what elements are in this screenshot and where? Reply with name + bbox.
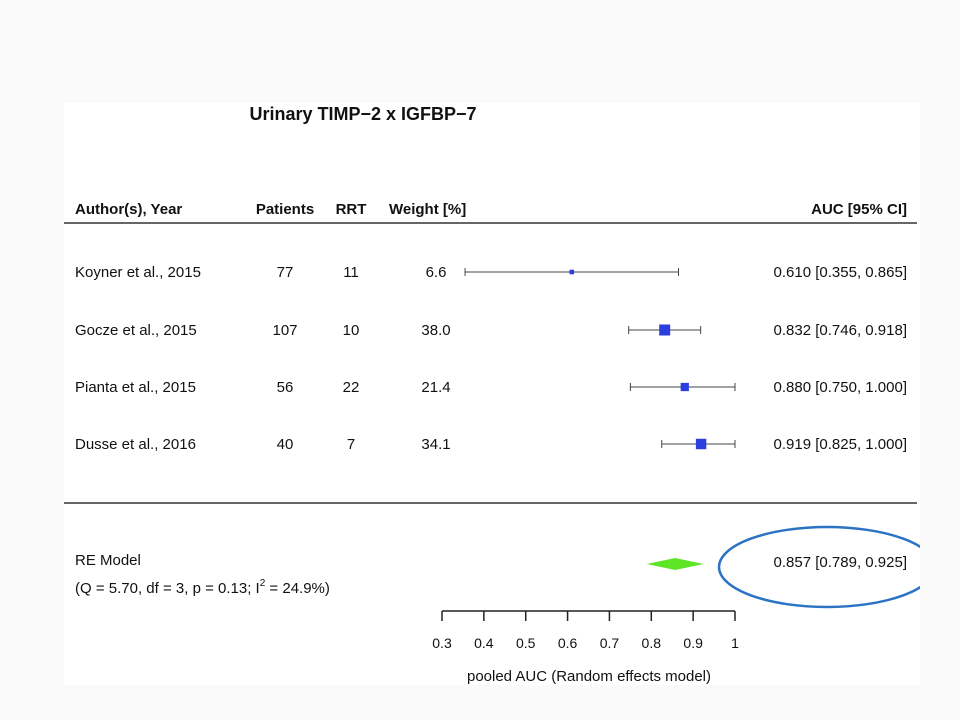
study-row: Pianta et al., 2015 56 22 21.4 0.880 [0.750,… <box>75 379 907 396</box>
chart-panel: Urinary TIMP−2 x IGFBP−7 Author(s), Year… <box>64 103 920 685</box>
x-tick-label: 0.7 <box>600 635 620 651</box>
header-patients: Patients <box>256 201 314 218</box>
study-row: Dusse et al., 2016 40 7 34.1 0.919 [0.825, 1… <box>75 436 907 453</box>
summary-stats-superscript: 2 <box>260 578 266 589</box>
study-patients: 77 <box>277 264 294 281</box>
summary-label: RE Model <box>75 552 141 569</box>
x-tick-label: 0.8 <box>642 635 662 651</box>
study-ci-text: 0.832 [0.746, 0.918] <box>774 322 907 339</box>
forest-plot: Urinary TIMP−2 x IGFBP−7 Author(s), Year… <box>64 104 920 685</box>
study-rrt: 10 <box>343 322 360 339</box>
summary-stats: (Q = 5.70, df = 3, p = 0.13; I <box>75 580 260 597</box>
study-label: Pianta et al., 2015 <box>75 379 196 396</box>
header-rrt: RRT <box>336 201 367 218</box>
study-label: Gocze et al., 2015 <box>75 322 197 339</box>
x-tick-label: 0.4 <box>474 635 494 651</box>
summary-heterogeneity: (Q = 5.70, df = 3, p = 0.13; I2 = 24.9%) <box>75 578 330 597</box>
chart-title: Urinary TIMP−2 x IGFBP−7 <box>249 104 476 124</box>
study-weight: 38.0 <box>421 322 450 339</box>
summary-ci-text: 0.857 [0.789, 0.925] <box>774 554 907 571</box>
header-author-year: Author(s), Year <box>75 201 182 218</box>
study-point-marker <box>569 269 575 275</box>
study-ci-text: 0.919 [0.825, 1.000] <box>774 436 907 453</box>
study-patients: 40 <box>277 436 294 453</box>
x-tick-label: 0.3 <box>432 635 452 651</box>
x-axis: 0.3 0.4 0.5 0.6 0.7 0.8 0.9 1 <box>432 610 739 651</box>
summary-diamond <box>646 558 704 570</box>
study-weight: 34.1 <box>421 436 450 453</box>
study-row: Koyner et al., 2015 77 11 6.6 0.610 [0.355, … <box>75 264 907 281</box>
study-row: Gocze et al., 2015 107 10 38.0 0.832 [0.746,… <box>75 322 907 339</box>
study-label: Koyner et al., 2015 <box>75 264 201 281</box>
x-tick-label: 0.6 <box>558 635 578 651</box>
study-weight: 21.4 <box>421 379 450 396</box>
study-ci-text: 0.610 [0.355, 0.865] <box>774 264 907 281</box>
header-auc-ci: AUC [95% CI] <box>811 201 907 218</box>
study-rrt: 11 <box>343 264 359 281</box>
study-point-marker <box>680 382 689 392</box>
x-tick-label: 0.9 <box>683 635 703 651</box>
study-rrt: 7 <box>347 436 355 453</box>
study-rows: Koyner et al., 2015 77 11 6.6 0.610 [0.355, … <box>75 264 907 453</box>
x-axis-label: pooled AUC (Random effects model) <box>467 668 711 685</box>
study-ci-text: 0.880 [0.750, 1.000] <box>774 379 907 396</box>
study-label: Dusse et al., 2016 <box>75 436 196 453</box>
x-tick-label: 1 <box>731 635 739 651</box>
highlight-ellipse <box>717 525 920 609</box>
header-weight: Weight [%] <box>389 201 466 218</box>
study-point-marker <box>659 324 671 336</box>
study-weight: 6.6 <box>426 264 447 281</box>
summary-stats-end: = 24.9%) <box>265 580 330 597</box>
study-patients: 56 <box>277 379 294 396</box>
study-point-marker <box>695 438 707 450</box>
study-patients: 107 <box>272 322 297 339</box>
study-rrt: 22 <box>343 379 360 396</box>
x-tick-label: 0.5 <box>516 635 536 651</box>
